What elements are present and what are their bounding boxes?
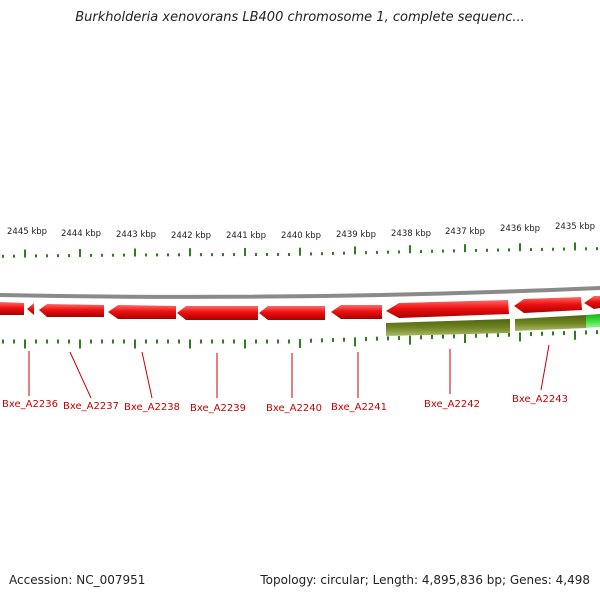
gene-label[interactable]: Bxe_A2243 [512,394,568,405]
cds-feature[interactable] [331,305,382,319]
ruler-label: 2436 kbp [500,224,540,234]
rna-feature[interactable] [586,314,600,328]
gene-label[interactable]: Bxe_A2239 [190,403,246,414]
cds-feature[interactable] [514,297,582,313]
ruler-labels: 2445 kbp 2444 kbp 2443 kbp 2442 kbp 2441 kbp… [7,222,595,241]
ruler-label: 2442 kbp [171,231,211,241]
ruler-label: 2435 kbp [555,222,595,232]
cds-features [0,296,600,320]
cds-feature[interactable] [39,304,104,317]
cds-feature[interactable] [108,305,176,319]
gene-label[interactable]: Bxe_A2236 [2,399,58,410]
gene-label[interactable]: Bxe_A2237 [63,401,119,412]
cds-feature[interactable] [386,300,509,318]
gene-label[interactable]: Bxe_A2240 [266,403,322,414]
rna-feature[interactable] [515,315,586,331]
rna-feature[interactable] [386,319,510,336]
leader-line [540,344,550,391]
cds-feature[interactable] [177,306,258,320]
ruler-label: 2443 kbp [116,230,156,240]
ruler-ticks-top [2,242,598,258]
gene-leader-lines [28,344,550,399]
cds-feature[interactable] [0,302,24,315]
ruler-label: 2440 kbp [281,231,321,241]
ruler-label: 2438 kbp [391,229,431,239]
ruler-label: 2445 kbp [7,227,47,237]
ruler-label: 2439 kbp [336,230,376,240]
cds-feature[interactable] [584,296,600,309]
ruler-label: 2437 kbp [445,227,485,237]
genome-stats: Topology: circular; Length: 4,895,836 bp… [260,573,590,587]
cds-feature[interactable] [259,306,325,320]
gene-label[interactable]: Bxe_A2241 [331,402,387,413]
ruler-label: 2444 kbp [61,229,101,239]
gene-label[interactable]: Bxe_A2238 [124,402,180,413]
cds-feature[interactable] [27,303,34,315]
rna-features [386,314,600,336]
gene-label[interactable]: Bxe_A2242 [424,399,480,410]
ruler-ticks-bottom [2,330,598,349]
leader-line [69,351,92,399]
map-title: Burkholderia xenovorans LB400 chromosome… [75,10,525,25]
genome-backbone [0,286,600,299]
ruler-label: 2441 kbp [226,231,266,241]
gene-labels: Bxe_A2236 Bxe_A2237 Bxe_A2238 Bxe_A2239 … [2,394,568,414]
accession-label: Accession: NC_007951 [9,573,146,587]
leader-line [141,351,153,399]
